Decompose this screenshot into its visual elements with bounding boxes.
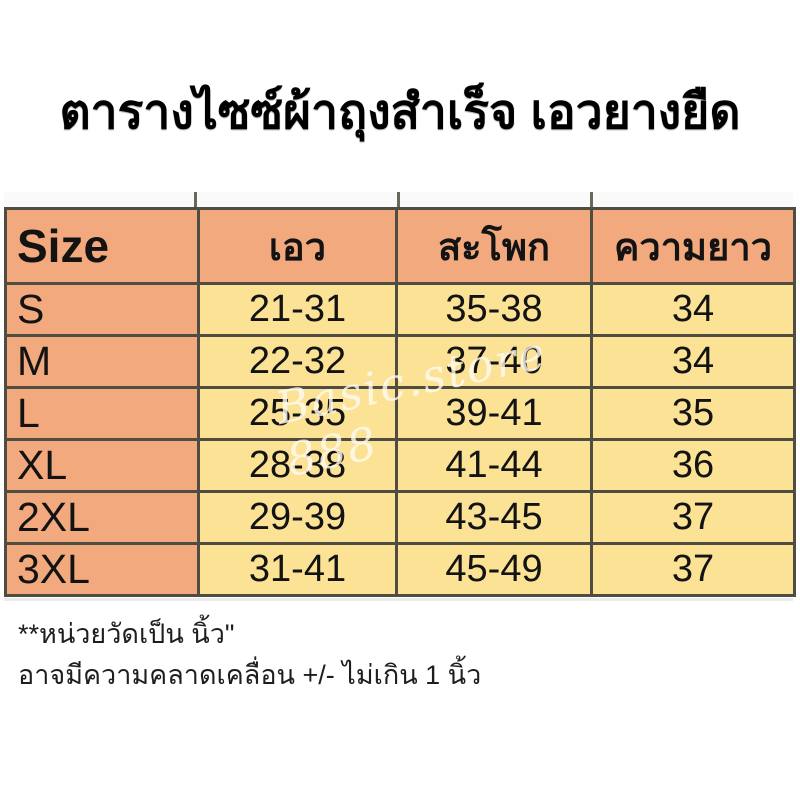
table-bottom-shadow (4, 598, 793, 601)
header-row: Size เอว สะโพก ความยาว (4, 207, 796, 285)
waist-value: 22-32 (197, 334, 398, 389)
col-header-waist: เอว (197, 207, 398, 285)
hip-value: 43-45 (395, 490, 593, 545)
hip-value: 45-49 (395, 542, 593, 597)
waist-value: 29-39 (197, 490, 398, 545)
column-border-tick (590, 192, 593, 207)
length-value: 35 (590, 386, 796, 441)
col-header-size: Size (4, 207, 200, 285)
waist-value: 31-41 (197, 542, 398, 597)
table-row-l: L 25-35 39-41 35 (4, 386, 796, 441)
hip-value: 37-40 (395, 334, 593, 389)
hip-value: 41-44 (395, 438, 593, 493)
col-header-hip: สะโพก (395, 207, 593, 285)
waist-value: 21-31 (197, 282, 398, 337)
footnote-tolerance: อาจมีความคลาดเคลื่อน +/- ไม่เกิน 1 นิ้ว (18, 660, 482, 690)
page-title: ตารางไซซ์ผ้าถุงสำเร็จ เอวยางยืด (59, 86, 741, 139)
footnotes: **หน่วยวัดเป็น นิ้ว" อาจมีความคลาดเคลื่อ… (18, 614, 481, 696)
size-label: XL (4, 438, 200, 493)
table-row-m: M 22-32 37-40 34 (4, 334, 796, 389)
size-label: L (4, 386, 200, 441)
length-value: 37 (590, 542, 796, 597)
length-value: 34 (590, 334, 796, 389)
hip-value: 39-41 (395, 386, 593, 441)
size-label: M (4, 334, 200, 389)
size-label: 2XL (4, 490, 200, 545)
size-label: 3XL (4, 542, 200, 597)
col-header-length: ความยาว (590, 207, 796, 285)
table-row-3xl: 3XL 31-41 45-49 37 (4, 542, 796, 597)
length-value: 34 (590, 282, 796, 337)
hip-value: 35-38 (395, 282, 593, 337)
waist-value: 28-38 (197, 438, 398, 493)
waist-value: 25-35 (197, 386, 398, 441)
length-value: 37 (590, 490, 796, 545)
cropped-row-strip (4, 192, 793, 207)
length-value: 36 (590, 438, 796, 493)
footnote-unit: **หน่วยวัดเป็น นิ้ว" (18, 619, 235, 649)
table-row-2xl: 2XL 29-39 43-45 37 (4, 490, 796, 545)
table-row-xl: XL 28-38 41-44 36 (4, 438, 796, 493)
size-chart-table: Size เอว สะโพก ความยาว S 21-31 35-38 34 … (4, 207, 796, 597)
table-row-s: S 21-31 35-38 34 (4, 282, 796, 337)
column-border-tick (397, 192, 400, 207)
size-label: S (4, 282, 200, 337)
column-border-tick (194, 192, 197, 207)
